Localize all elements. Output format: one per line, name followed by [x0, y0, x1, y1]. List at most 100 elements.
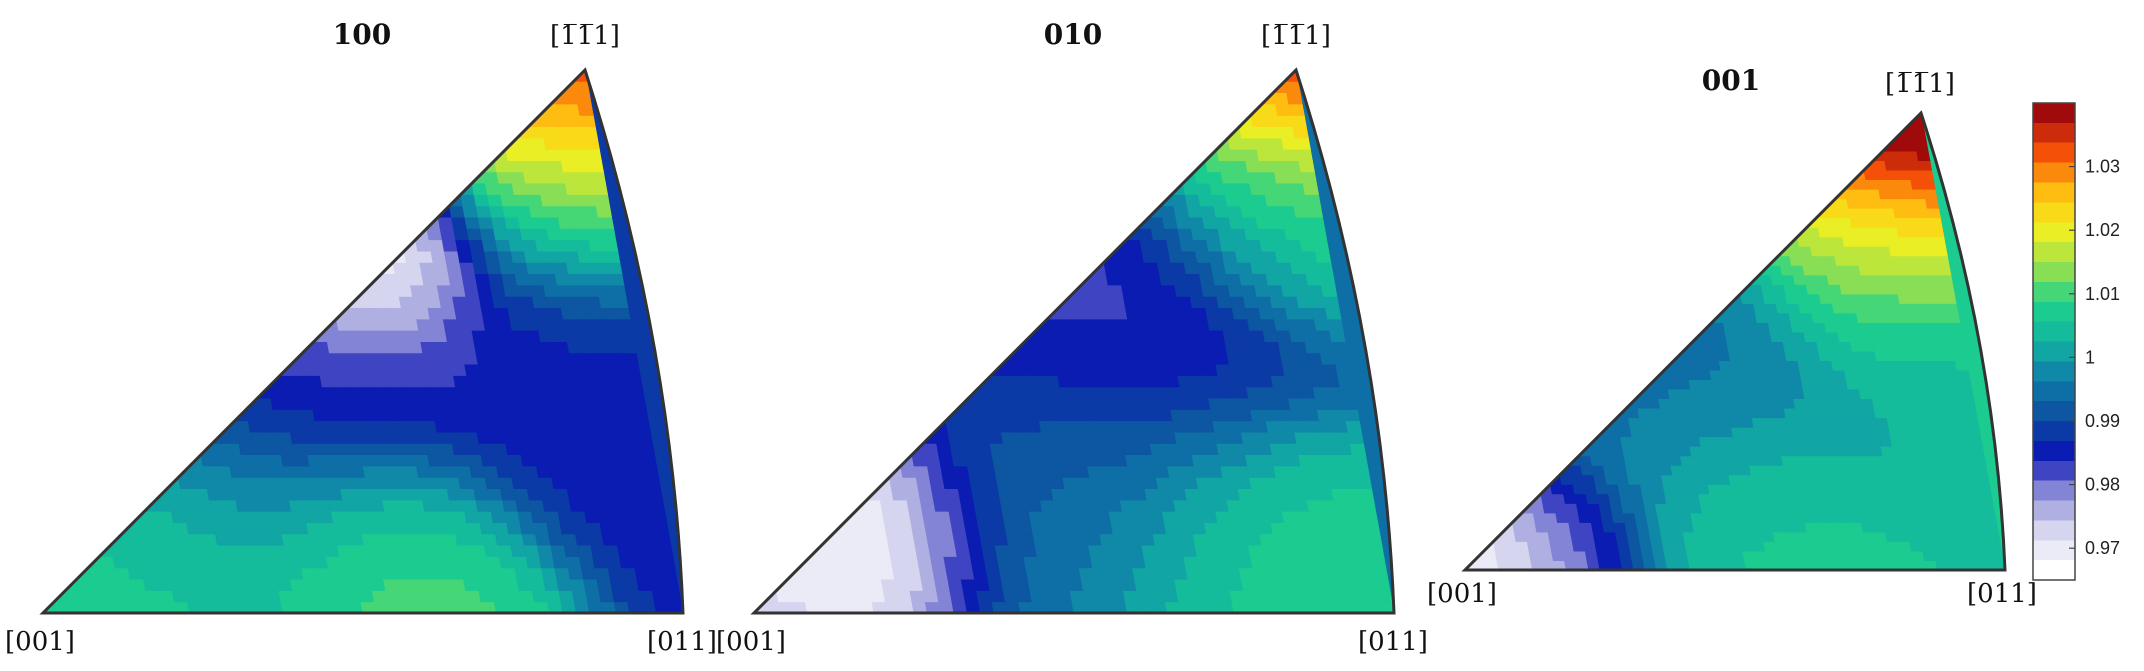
contour-cell [1926, 331, 1942, 342]
contour-cell [1173, 205, 1190, 218]
contour-cell [1784, 474, 1799, 485]
contour-cell [306, 522, 323, 535]
contour-cell [89, 578, 107, 591]
contour-cell [616, 544, 634, 557]
contour-cell [1274, 250, 1292, 263]
contour-cell [171, 589, 189, 603]
contour-cell [1174, 284, 1191, 297]
contour-cell [825, 567, 842, 580]
contour-cell [609, 431, 627, 444]
contour-cell [462, 352, 479, 365]
contour-cell [1810, 493, 1825, 504]
contour-cell [1300, 318, 1317, 331]
contour-cell [610, 510, 628, 523]
contour-cell [1261, 397, 1278, 410]
contour-cell [616, 318, 633, 331]
contour-cell [974, 431, 991, 444]
contour-cell [976, 442, 993, 456]
contour-cell [1314, 250, 1332, 263]
contour-cell [1778, 502, 1793, 514]
contour-cell [516, 284, 534, 297]
contour-cell [1680, 398, 1695, 409]
contour-cell [1333, 578, 1351, 591]
contour-cell [530, 137, 547, 150]
contour-cell [545, 148, 562, 161]
contour-cell [542, 578, 560, 591]
contour-cell [397, 510, 414, 523]
contour-cell [219, 488, 237, 501]
contour-cell [1741, 426, 1757, 438]
colorbar-tick-label: 1.03 [2085, 157, 2120, 177]
contour-cell [1190, 227, 1208, 241]
contour-cell [952, 533, 969, 546]
contour-cell [1201, 363, 1219, 376]
contour-cell [1290, 261, 1307, 275]
contour-cell [545, 589, 562, 603]
contour-cell [1762, 293, 1777, 304]
contour-cell [551, 476, 568, 490]
contour-cell [565, 114, 583, 128]
contour-cell [406, 341, 424, 354]
contour-cell [1483, 550, 1498, 561]
contour-cell [386, 374, 403, 388]
contour-cell [1251, 341, 1268, 354]
corner-label-bottom-left-001: [001] [1427, 579, 1497, 609]
contour-cell [1283, 148, 1300, 161]
contour-cell [1925, 264, 1941, 276]
contour-cell [565, 408, 583, 422]
contour-cell [296, 544, 314, 557]
contour-cell [601, 386, 619, 399]
contour-cell [234, 420, 251, 433]
contour-cell [368, 352, 386, 365]
contour-cell [1243, 148, 1260, 161]
contour-cell [590, 250, 607, 263]
contour-cell [313, 341, 330, 354]
contour-cell [596, 431, 613, 444]
contour-cell [1267, 284, 1285, 297]
contour-cell [599, 227, 617, 241]
contour-cell [567, 567, 585, 580]
corner-label-bottom-right-100: [011] [647, 627, 717, 657]
contour-cell [258, 555, 276, 569]
contour-cell [943, 555, 960, 569]
contour-cell [1130, 261, 1147, 275]
contour-cell [1352, 533, 1369, 546]
contour-cell [1173, 578, 1191, 591]
contour-cell [1182, 329, 1199, 342]
contour-cell [494, 533, 512, 546]
contour-cell [1578, 455, 1593, 466]
contour-cell [187, 601, 204, 613]
contour-cell [1150, 522, 1167, 535]
contour-cell [1024, 488, 1041, 501]
contour-cell [429, 318, 446, 331]
contour-cell [323, 397, 341, 410]
contour-cell [510, 544, 527, 557]
contour-cell [1218, 160, 1235, 173]
contour-cell [482, 318, 500, 331]
contour-cell [491, 295, 509, 309]
contour-cell [1228, 363, 1246, 376]
contour-cell [1082, 442, 1100, 456]
contour-cell [267, 454, 284, 467]
corner-label-top-100: [1̅1̅1] [550, 21, 620, 51]
contour-cell [1947, 322, 1962, 333]
contour-cell [556, 137, 574, 150]
contour-cell [1637, 531, 1652, 542]
contour-cell [614, 533, 632, 546]
contour-cell [654, 533, 672, 546]
contour-cell [1191, 307, 1209, 320]
contour-cell [818, 601, 835, 613]
contour-cell [523, 250, 541, 263]
contour-cell [80, 601, 97, 613]
contour-cell [466, 374, 483, 388]
contour-cell [1193, 171, 1211, 184]
contour-cell [1877, 245, 1892, 257]
contour-cell [1257, 374, 1274, 388]
contour-cell [558, 589, 575, 603]
contour-cell [554, 567, 571, 580]
contour-cell [1300, 465, 1317, 478]
contour-cell [564, 182, 582, 195]
contour-cell [326, 488, 344, 501]
contour-cell [268, 386, 285, 399]
contour-cell [436, 284, 454, 297]
